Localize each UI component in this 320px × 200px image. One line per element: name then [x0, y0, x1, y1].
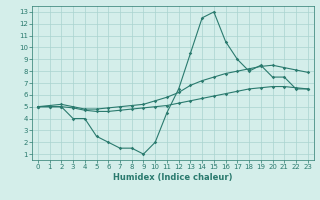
X-axis label: Humidex (Indice chaleur): Humidex (Indice chaleur): [113, 173, 233, 182]
